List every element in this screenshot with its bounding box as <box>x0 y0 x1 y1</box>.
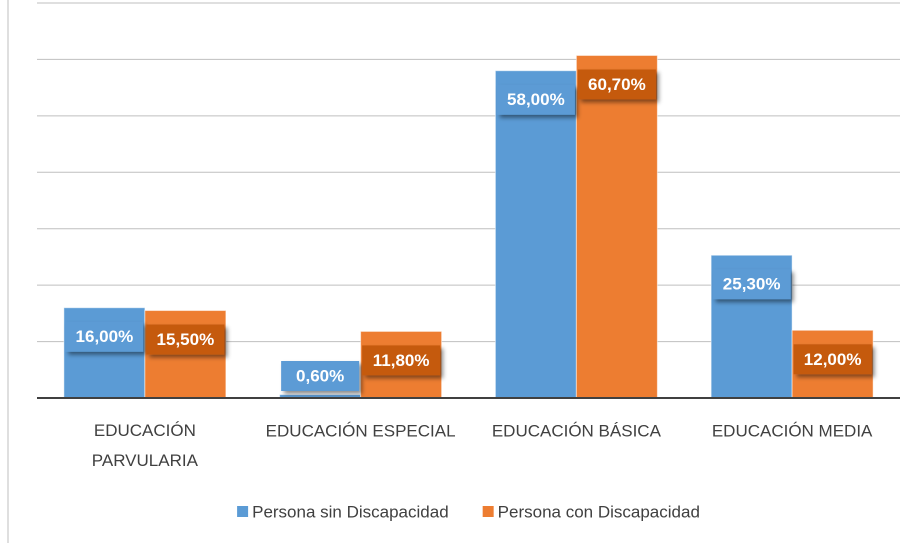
data-label-text: 60,70% <box>588 75 646 94</box>
bar <box>63 307 146 399</box>
legend-item: Persona con Discapacidad <box>482 502 700 521</box>
legend-label: Persona sin Discapacidad <box>252 502 449 521</box>
data-label-box <box>577 69 656 100</box>
x-tick-label: EDUCACIÓN BÁSICA <box>492 421 662 440</box>
legend-item: Persona sin Discapacidad <box>237 502 449 521</box>
x-tick-label: EDUCACIÓN PARVULARIA <box>92 421 199 470</box>
data-label-text: 58,00% <box>507 90 565 109</box>
data-label-text: 0,60% <box>296 366 344 385</box>
bar <box>575 54 658 399</box>
data-label-box <box>146 324 225 355</box>
data-label-text: 11,80% <box>373 351 430 370</box>
data-label-box <box>65 321 144 352</box>
data-label-text: 16,00% <box>76 327 134 346</box>
legend-swatch <box>237 506 249 517</box>
x-tick-label-line: PARVULARIA <box>92 451 199 470</box>
x-tick-label: EDUCACIÓN ESPECIAL <box>266 421 456 440</box>
data-label-text: 12,00% <box>804 350 862 369</box>
data-label: 58,00% <box>496 84 575 115</box>
data-label: 12,00% <box>793 344 872 375</box>
data-label-box <box>496 84 575 115</box>
x-tick-label: EDUCACIÓN MEDIA <box>712 421 873 440</box>
data-label: 11,80% <box>362 345 441 376</box>
bar <box>494 70 577 399</box>
legend: Persona sin Discapacidad Persona con Disc… <box>237 502 700 521</box>
data-label-box <box>793 344 872 375</box>
data-label: 60,70% <box>577 69 656 100</box>
data-label: 25,30% <box>712 269 791 300</box>
data-label: 16,00% <box>65 321 144 352</box>
data-label-box <box>281 361 360 391</box>
data-label-box <box>712 269 791 300</box>
data-label-text: 15,50% <box>157 330 215 349</box>
data-label-box <box>362 345 441 376</box>
legend-swatch <box>482 506 494 517</box>
data-label: 0,60% <box>281 361 360 391</box>
x-tick-label-line: EDUCACIÓN <box>94 421 196 440</box>
legend-label: Persona con Discapacidad <box>498 502 700 521</box>
data-label-text: 25,30% <box>723 275 781 294</box>
data-label: 15,50% <box>146 324 225 355</box>
